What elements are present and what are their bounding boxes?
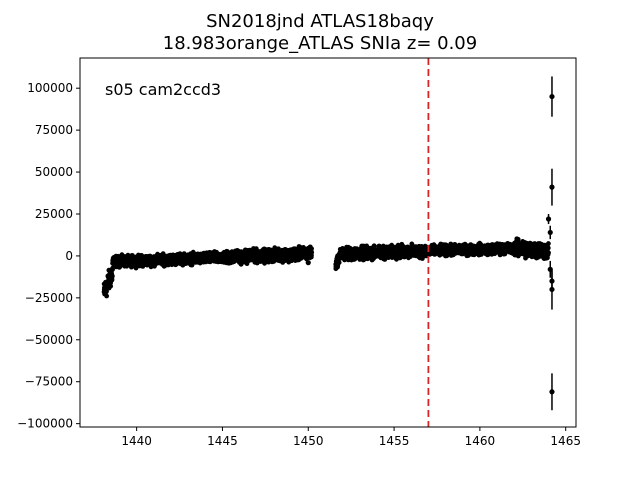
data-point — [549, 184, 555, 190]
y-tick-label: −75000 — [25, 375, 73, 389]
data-point — [108, 283, 114, 289]
data-point — [545, 216, 552, 222]
data-point — [371, 243, 377, 249]
data-point — [546, 241, 551, 246]
data-point — [109, 277, 115, 283]
chart-title-line1: SN2018jnd ATLAS18baqy — [206, 11, 434, 32]
y-tick-label: 0 — [65, 249, 73, 263]
y-tick-label: 75000 — [35, 123, 73, 137]
data-point — [309, 250, 315, 255]
field-annotation: s05 cam2ccd3 — [105, 80, 221, 99]
plot-marks — [101, 58, 555, 427]
x-tick-label: 1465 — [550, 434, 581, 448]
data-point — [549, 278, 555, 284]
x-tick-label: 1450 — [293, 434, 324, 448]
data-point — [104, 293, 110, 299]
y-tick-label: 50000 — [35, 165, 73, 179]
data-point — [303, 246, 310, 252]
data-point — [305, 260, 311, 266]
y-tick-label: −50000 — [25, 333, 73, 347]
chart-title-line2: 18.983orange_ATLAS SNIa z= 0.09 — [163, 33, 477, 54]
data-point — [547, 229, 553, 236]
data-point — [104, 289, 109, 294]
y-tick-label: 100000 — [27, 81, 73, 95]
x-tick-label: 1445 — [207, 434, 238, 448]
x-tick-label: 1440 — [121, 434, 152, 448]
y-tick-label: −100000 — [17, 417, 73, 431]
data-point — [546, 250, 551, 256]
data-point — [547, 266, 553, 272]
data-point — [549, 93, 555, 100]
plot-frame — [79, 57, 577, 428]
x-tick-label: 1455 — [379, 434, 410, 448]
y-axis: −100000 −75000 −50000 −25000 0 25000 50000 7500… — [17, 81, 80, 431]
data-point — [109, 273, 115, 279]
y-tick-label: −25000 — [25, 291, 73, 305]
x-axis: 1440 1445 1450 1455 1460 1465 — [121, 427, 581, 448]
y-tick-label: 25000 — [35, 207, 73, 221]
x-tick-label: 1460 — [465, 434, 496, 448]
data-point — [549, 389, 555, 395]
data-point — [515, 236, 521, 242]
data-point — [545, 245, 551, 251]
data-point — [309, 246, 314, 252]
data-point — [336, 260, 342, 265]
